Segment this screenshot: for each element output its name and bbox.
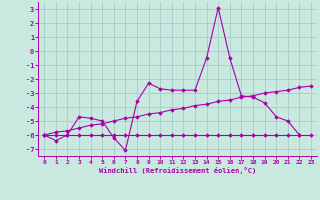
X-axis label: Windchill (Refroidissement éolien,°C): Windchill (Refroidissement éolien,°C) bbox=[99, 167, 256, 174]
